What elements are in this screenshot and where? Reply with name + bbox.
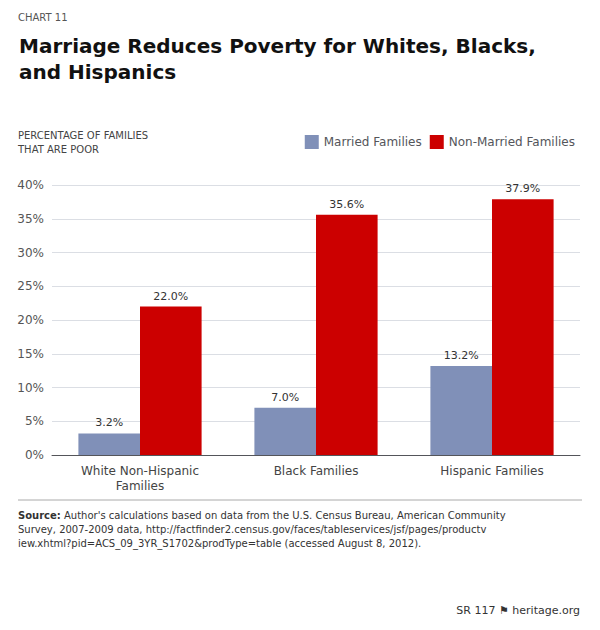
- svg-text:Source:: Source:: [18, 510, 61, 521]
- svg-text:37.9%: 37.9%: [505, 182, 540, 195]
- svg-text:22.0%: 22.0%: [153, 290, 188, 303]
- svg-text:Survey, 2007-2009 data, http:/: Survey, 2007-2009 data, http://factfinde…: [18, 524, 486, 535]
- svg-text:Non-Married Families: Non-Married Families: [449, 135, 575, 149]
- svg-text:20%: 20%: [17, 313, 44, 327]
- svg-text:Black Families: Black Families: [274, 464, 359, 478]
- svg-text:White Non-Hispanic: White Non-Hispanic: [81, 464, 199, 478]
- svg-text:40%: 40%: [17, 178, 44, 192]
- svg-text:Married Families: Married Families: [324, 135, 422, 149]
- svg-text:CHART 11: CHART 11: [18, 12, 68, 23]
- svg-text:5%: 5%: [25, 414, 44, 428]
- svg-text:Marriage Reduces Poverty for W: Marriage Reduces Poverty for Whites, Bla…: [19, 34, 536, 58]
- svg-text:iew.xhtml?pid=ACS_09_3YR_S1702: iew.xhtml?pid=ACS_09_3YR_S1702&prodType=…: [18, 538, 421, 550]
- svg-text:0%: 0%: [25, 448, 44, 462]
- svg-text:10%: 10%: [17, 381, 44, 395]
- svg-text:35.6%: 35.6%: [329, 198, 364, 211]
- svg-text:30%: 30%: [17, 246, 44, 260]
- svg-text:35%: 35%: [17, 212, 44, 226]
- svg-text:3.2%: 3.2%: [95, 416, 123, 429]
- svg-text:PERCENTAGE OF FAMILIES: PERCENTAGE OF FAMILIES: [18, 130, 148, 141]
- svg-text:THAT ARE POOR: THAT ARE POOR: [17, 144, 99, 155]
- svg-text:15%: 15%: [17, 347, 44, 361]
- svg-text:7.0%: 7.0%: [271, 391, 299, 404]
- svg-text:and Hispanics: and Hispanics: [19, 60, 176, 84]
- svg-text:Author's calculations based on: Author's calculations based on data from…: [61, 510, 509, 521]
- svg-text:Hispanic Families: Hispanic Families: [440, 464, 543, 478]
- svg-text:SR 117 ⚑ heritage.org: SR 117 ⚑ heritage.org: [456, 604, 580, 617]
- svg-text:Families: Families: [116, 479, 164, 493]
- svg-text:25%: 25%: [17, 279, 44, 293]
- svg-text:13.2%: 13.2%: [444, 349, 479, 362]
